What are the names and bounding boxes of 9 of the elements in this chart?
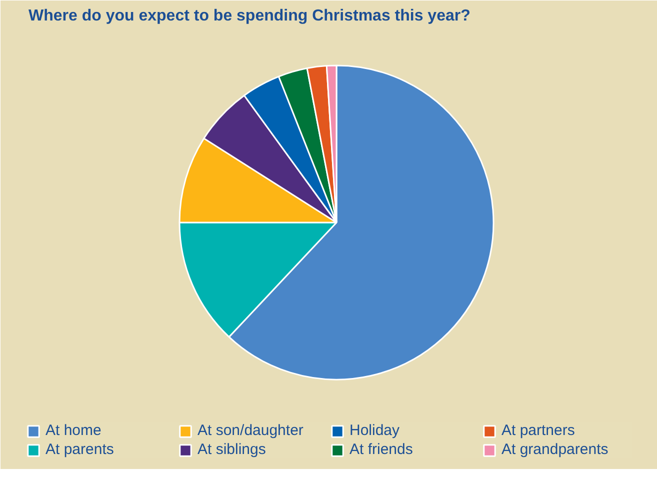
legend-label: At siblings bbox=[198, 441, 267, 458]
legend-label: At partners bbox=[502, 422, 576, 439]
legend-label: At parents bbox=[46, 441, 115, 458]
legend-label: Holiday bbox=[350, 422, 401, 439]
legend-label: At grandparents bbox=[502, 441, 610, 458]
legend-label: At friends bbox=[350, 441, 414, 458]
legend-label: At son/daughter bbox=[198, 422, 304, 439]
legend-label: At home bbox=[46, 422, 102, 439]
chart-title: Where do you expect to be spending Christmas this year? bbox=[28, 8, 470, 24]
